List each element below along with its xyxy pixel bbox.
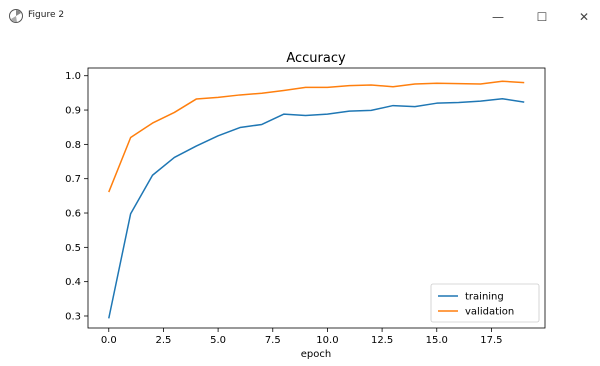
series-line-validation xyxy=(108,80,525,193)
close-button[interactable]: ✕ xyxy=(578,10,590,24)
x-tick-label: 7.5 xyxy=(265,335,281,346)
plot-frame xyxy=(87,67,546,329)
x-tick-label: 15.0 xyxy=(426,335,448,346)
matplotlib-figure-icon xyxy=(9,9,23,23)
y-tick-label: 0.8 xyxy=(65,140,81,151)
x-tick-label: 10.0 xyxy=(316,335,338,346)
accuracy-chart: Accuracy 0.0 2.5 5.0 7.5 10.0 12.5 15.0 17.5 0.… xyxy=(65,51,546,360)
x-tick-label: 17.5 xyxy=(480,335,502,346)
x-tick-label: 2.5 xyxy=(155,335,171,346)
y-tick-label: 0.9 xyxy=(65,106,81,117)
y-tick-label: 1.0 xyxy=(65,71,81,82)
x-axis: 0.0 2.5 5.0 7.5 10.0 12.5 15.0 17.5 xyxy=(101,328,503,346)
x-tick-label: 5.0 xyxy=(210,335,226,346)
figure-canvas: Accuracy 0.0 2.5 5.0 7.5 10.0 12.5 15.0 17.5 0.… xyxy=(0,36,600,362)
plot-area xyxy=(108,80,525,319)
y-tick-label: 0.5 xyxy=(65,243,81,254)
window-titlebar: Figure 2 — ☐ ✕ xyxy=(0,0,600,36)
y-tick-label: 0.6 xyxy=(65,209,81,220)
chart-title: Accuracy xyxy=(286,51,346,66)
x-axis-label: epoch xyxy=(301,349,331,360)
y-axis: 0.3 0.4 0.5 0.6 0.7 0.8 0.9 1.0 xyxy=(65,71,88,322)
legend-box xyxy=(430,283,540,323)
legend: training validation xyxy=(430,283,540,323)
y-tick-label: 0.7 xyxy=(65,174,81,185)
maximize-button[interactable]: ☐ xyxy=(536,10,548,24)
y-tick-label: 0.4 xyxy=(65,277,81,288)
legend-label-training: training xyxy=(465,292,504,303)
series-line-training xyxy=(108,97,525,319)
legend-label-validation: validation xyxy=(465,307,514,318)
window-title: Figure 2 xyxy=(28,10,65,20)
minimize-button[interactable]: — xyxy=(492,10,504,24)
y-tick-label: 0.3 xyxy=(65,311,81,322)
x-tick-label: 0.0 xyxy=(101,335,117,346)
x-tick-label: 12.5 xyxy=(371,335,393,346)
